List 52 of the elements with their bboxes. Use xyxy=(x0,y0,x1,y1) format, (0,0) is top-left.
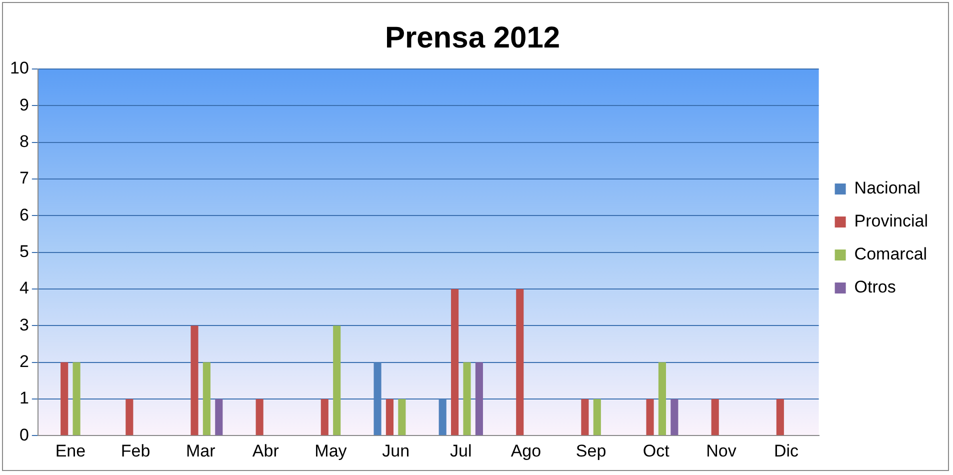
bar xyxy=(333,326,341,436)
bar xyxy=(190,326,198,436)
y-tick-label: 10 xyxy=(10,58,29,78)
y-tick-label: 3 xyxy=(19,315,29,334)
x-tick-label: Jun xyxy=(382,441,410,460)
bar xyxy=(126,398,134,436)
bar xyxy=(256,398,264,436)
x-tick-label: Jul xyxy=(450,441,472,460)
legend-label: Provincial xyxy=(854,212,928,231)
legend-label: Comarcal xyxy=(854,244,928,264)
bar xyxy=(215,398,223,436)
bar xyxy=(646,398,654,436)
bar xyxy=(438,398,446,436)
bar xyxy=(374,362,382,436)
x-tick-label: Abr xyxy=(252,441,280,460)
x-tick-label: Mar xyxy=(186,441,216,460)
x-tick-label: May xyxy=(314,441,348,460)
x-tick-label: Nov xyxy=(706,441,737,460)
bar xyxy=(593,398,601,436)
y-tick-label: 2 xyxy=(19,352,29,371)
bar xyxy=(451,288,459,436)
bar xyxy=(463,362,471,436)
bar xyxy=(386,398,394,436)
bar xyxy=(72,362,80,436)
y-tick-label: 4 xyxy=(19,278,29,298)
chart-title: Prensa 2012 xyxy=(384,21,560,54)
bar xyxy=(711,398,719,436)
bar xyxy=(581,398,589,436)
x-tick-label: Feb xyxy=(120,441,150,460)
bar xyxy=(516,288,524,436)
legend-label: Nacional xyxy=(854,178,920,198)
bar xyxy=(658,362,666,436)
y-tick-label: 5 xyxy=(19,242,29,261)
x-tick-label: Dic xyxy=(774,441,800,460)
bar xyxy=(670,398,678,436)
bar xyxy=(475,362,483,436)
bar xyxy=(60,362,68,436)
y-tick-label: 0 xyxy=(19,425,29,444)
y-tick-label: 6 xyxy=(19,205,29,224)
x-tick-label: Ene xyxy=(55,441,86,460)
x-tick-label: Sep xyxy=(576,441,606,460)
y-tick-label: 7 xyxy=(19,168,29,188)
legend-label: Otros xyxy=(854,278,896,297)
x-tick-label: Oct xyxy=(642,441,670,460)
bar xyxy=(320,398,328,436)
y-tick-label: 1 xyxy=(19,388,29,408)
bar xyxy=(202,362,210,436)
bar xyxy=(776,398,784,436)
x-tick-label: Ago xyxy=(510,441,542,460)
y-tick-label: 9 xyxy=(19,95,29,114)
bar xyxy=(398,398,406,436)
y-tick-label: 8 xyxy=(19,132,29,152)
